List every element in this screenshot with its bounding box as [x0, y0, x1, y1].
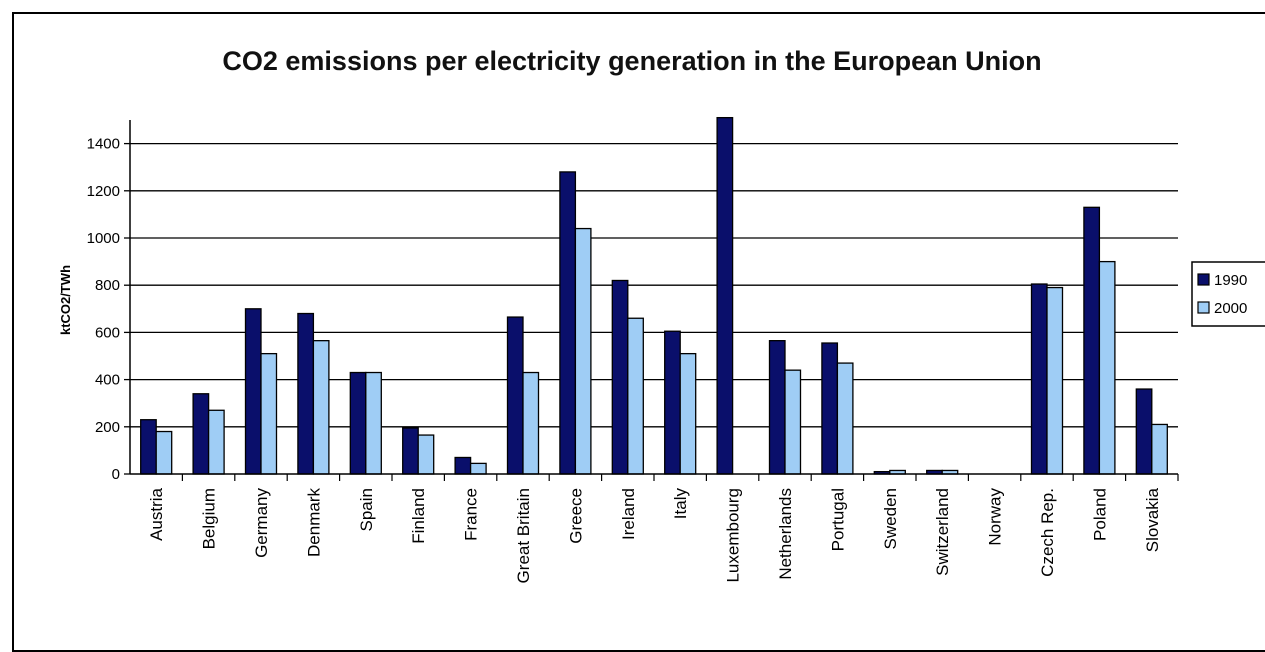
bar-1990-belgium [192, 393, 210, 475]
bar-1990-greece [559, 171, 577, 475]
category-label: Poland [1090, 488, 1109, 541]
bar-1990-germany [244, 308, 262, 475]
bar-2000-france [469, 462, 487, 475]
category-label: Switzerland [933, 488, 952, 576]
category-label: Czech Rep. [1038, 488, 1057, 577]
bar-2000-ireland [627, 317, 644, 475]
bar-2000-spain [365, 371, 382, 475]
bar-2000-greece [574, 227, 592, 475]
y-tick-label: 1400 [87, 136, 120, 153]
category-label: Spain [357, 488, 376, 531]
legend-label-2000: 2000 [1214, 300, 1247, 317]
chart-frame: CO2 emissions per electricity generation… [12, 12, 1265, 652]
bar-2000-netherlands [784, 369, 802, 475]
bar-1990-finland [402, 427, 419, 475]
category-label: Ireland [619, 488, 638, 540]
category-label: Greece [566, 488, 585, 544]
y-tick-label: 800 [95, 277, 120, 294]
category-label: Portugal [828, 488, 847, 551]
bar-1990-luxembourg [716, 116, 734, 475]
y-tick-label: 1000 [87, 230, 120, 247]
y-tick-label: 0 [112, 466, 120, 483]
bar-2000-italy [679, 352, 697, 475]
bar-2000-poland [1098, 260, 1116, 475]
category-label: Finland [409, 488, 428, 544]
bar-1990-poland [1083, 206, 1101, 475]
category-label: Norway [986, 488, 1005, 546]
bar-1990-italy [664, 330, 681, 475]
y-tick-label: 600 [95, 324, 120, 341]
bar-1990-ireland [611, 279, 629, 475]
category-label: Netherlands [776, 488, 795, 580]
bar-2000-denmark [312, 340, 330, 475]
y-tick-label: 200 [95, 419, 120, 436]
category-label: Denmark [304, 488, 323, 557]
bar-2000-finland [417, 434, 435, 475]
bar-2000-austria [155, 430, 173, 475]
category-label: Luxembourg [724, 488, 743, 583]
bar-1990-czech-rep- [1030, 283, 1048, 475]
bar-2000-slovakia [1151, 423, 1168, 475]
bar-1990-portugal [821, 342, 839, 475]
legend-swatch-1990 [1197, 273, 1210, 286]
y-axis-label: ktCO2/TWh [58, 265, 73, 335]
category-label: Sweden [881, 488, 900, 549]
legend-label-1990: 1990 [1214, 272, 1247, 289]
bar-1990-france [454, 456, 472, 475]
bar-2000-portugal [836, 362, 854, 475]
category-label: Austria [147, 487, 166, 540]
bar-2000-czech-rep- [1046, 286, 1064, 475]
bar-1990-denmark [297, 312, 315, 475]
bar-chart: CO2 emissions per electricity generation… [58, 46, 1265, 583]
category-label: Great Britain [514, 488, 533, 583]
bar-1990-spain [349, 371, 367, 475]
legend-box [1191, 261, 1265, 327]
legend-swatch-2000 [1197, 301, 1210, 314]
category-label: Belgium [200, 488, 219, 549]
bar-2000-belgium [207, 409, 225, 475]
category-label: Slovakia [1143, 487, 1162, 552]
y-tick-label: 400 [95, 372, 120, 389]
bar-1990-netherlands [768, 340, 786, 475]
bar-2000-germany [260, 352, 278, 475]
category-label: France [462, 488, 481, 541]
bar-1990-austria [140, 419, 157, 475]
bar-1990-great-britain [506, 316, 524, 475]
category-label: Italy [671, 488, 690, 520]
y-tick-label: 1200 [87, 183, 120, 200]
category-label: Germany [252, 488, 271, 558]
bar-1990-slovakia [1135, 388, 1153, 475]
chart-title: CO2 emissions per electricity generation… [222, 46, 1041, 76]
legend: 1990 2000 [1191, 261, 1265, 327]
bar-2000-great-britain [522, 371, 540, 475]
